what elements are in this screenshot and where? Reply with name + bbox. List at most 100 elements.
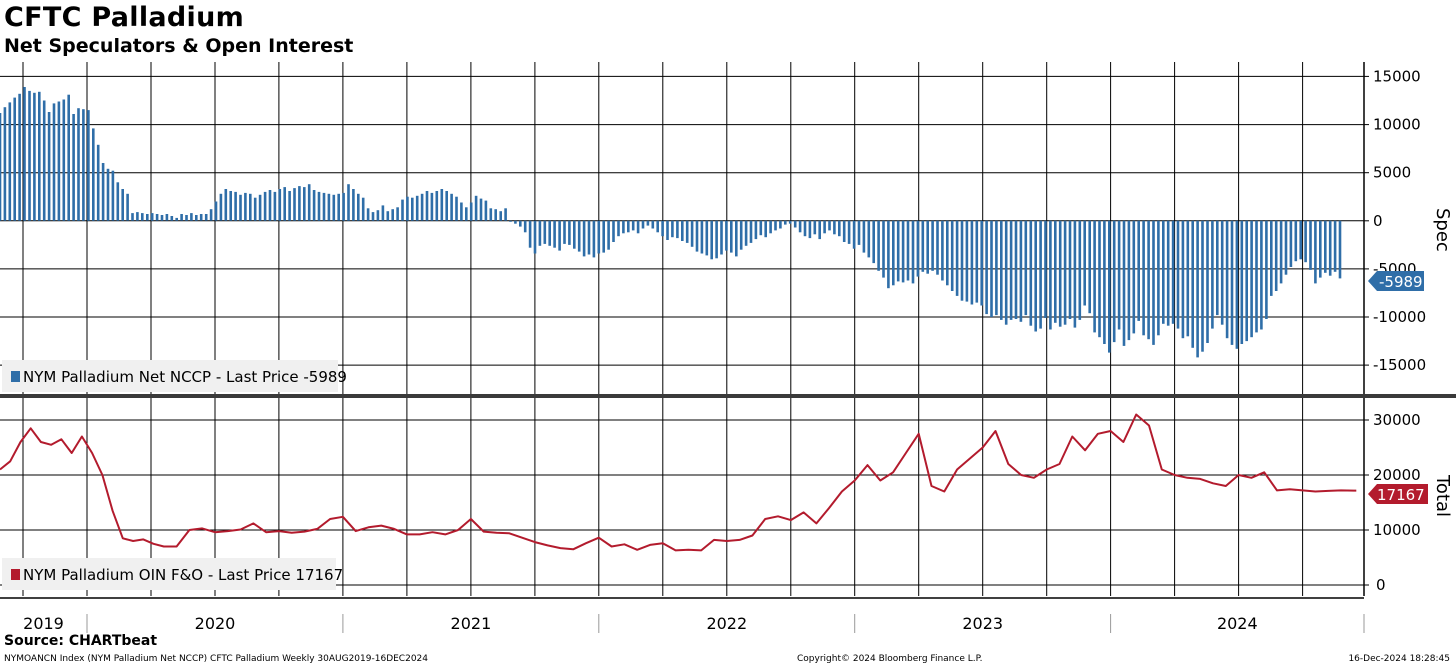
y-tick-label-bottom: 30000	[1373, 411, 1421, 429]
net-spec-bar	[322, 192, 326, 221]
net-spec-bar	[1289, 220, 1293, 267]
net-spec-bar	[960, 220, 964, 301]
last-price-badge-top-shape	[1368, 271, 1424, 291]
net-spec-bar	[1319, 220, 1322, 278]
net-spec-bar	[1299, 220, 1302, 260]
net-spec-bar	[244, 192, 247, 221]
net-spec-bar	[347, 184, 350, 221]
net-spec-bar	[788, 220, 792, 224]
net-spec-bar	[872, 220, 875, 264]
net-spec-bar	[1112, 220, 1116, 343]
net-spec-bar	[1284, 220, 1288, 275]
net-spec-bar	[18, 93, 21, 221]
net-spec-bar	[430, 192, 434, 221]
net-spec-bar	[1235, 220, 1239, 349]
net-spec-bar	[857, 220, 861, 245]
net-spec-bar	[1196, 220, 1199, 358]
net-spec-bar	[1029, 220, 1033, 326]
net-spec-bar	[887, 220, 890, 289]
chart-subtitle: Net Speculators & Open Interest	[4, 35, 354, 57]
net-spec-bar	[175, 217, 178, 221]
net-spec-bar	[420, 193, 424, 221]
x-year-label: 2024	[1217, 614, 1258, 633]
net-spec-bar	[1093, 220, 1096, 333]
legend-bottom-swatch	[11, 569, 20, 580]
net-spec-bar	[1270, 220, 1273, 296]
net-spec-bar	[1078, 220, 1082, 320]
legend-top-bg	[2, 360, 338, 392]
net-spec-bar	[126, 193, 129, 221]
net-spec-bar	[303, 187, 306, 221]
net-spec-bar	[1000, 220, 1003, 320]
net-spec-bar	[96, 144, 100, 221]
net-spec-bar	[784, 220, 787, 225]
net-spec-bar	[636, 220, 640, 234]
net-spec-bar	[366, 208, 370, 221]
net-spec-bar	[818, 220, 821, 240]
net-spec-bar	[597, 220, 601, 254]
net-spec-bar	[411, 197, 414, 221]
net-spec-bar	[199, 214, 203, 221]
net-spec-bar	[47, 112, 51, 221]
net-spec-bar	[229, 191, 232, 221]
net-spec-bar	[504, 208, 507, 221]
net-spec-bar	[980, 220, 983, 306]
x-year-labels: 2019 2020 2021 2022 2023 2024	[23, 614, 1365, 633]
footer-timestamp: 16-Dec-2024 18:28:45	[1348, 654, 1450, 664]
net-spec-bar	[970, 220, 974, 305]
net-spec-bar	[656, 220, 659, 233]
net-spec-bar	[813, 220, 817, 235]
net-spec-bar	[990, 220, 993, 317]
y-tick-label-top: -10000	[1373, 308, 1426, 326]
net-spec-bar	[1309, 220, 1312, 270]
net-spec-bar	[165, 214, 169, 221]
net-spec-bar	[725, 220, 728, 251]
net-spec-bar	[1201, 220, 1204, 352]
net-spec-bar	[1181, 220, 1185, 339]
net-spec-bar	[224, 189, 228, 221]
net-spec-bar	[519, 220, 522, 227]
net-spec-bar	[911, 220, 915, 284]
net-spec-bar	[1083, 220, 1086, 306]
net-spec-bar	[735, 220, 738, 257]
net-spec-bar	[1211, 220, 1214, 329]
net-spec-bar	[749, 220, 753, 243]
net-spec-bar	[1216, 220, 1219, 316]
net-spec-bar	[1279, 220, 1283, 284]
net-spec-bar	[523, 220, 527, 233]
y-tick-label-top: 15000	[1373, 67, 1421, 85]
net-spec-bar	[842, 220, 846, 242]
net-spec-bar	[852, 220, 856, 249]
net-spec-bar	[720, 220, 723, 255]
net-spec-bar	[1225, 220, 1229, 339]
net-spec-bar	[106, 168, 110, 221]
net-spec-bar	[1137, 220, 1140, 321]
net-spec-bar	[146, 214, 149, 221]
net-spec-bar	[357, 193, 360, 221]
net-spec-bar	[479, 198, 483, 221]
last-price-badge-top: -5989	[1368, 271, 1424, 291]
last-price-badge-bottom-shape	[1368, 484, 1428, 504]
net-spec-bar	[455, 196, 458, 221]
net-spec-bar	[150, 213, 154, 221]
net-spec-bar	[494, 209, 497, 221]
y-tick-label-bottom: 20000	[1373, 466, 1421, 484]
net-spec-bar	[489, 208, 493, 221]
net-spec-bar	[676, 220, 679, 239]
net-spec-bar	[1058, 220, 1062, 327]
net-spec-bar	[52, 103, 56, 221]
net-spec-bar	[469, 202, 473, 221]
net-spec-bar	[219, 193, 223, 221]
net-spec-bar	[543, 220, 547, 244]
net-spec-bar	[435, 191, 439, 221]
net-spec-bar	[155, 214, 159, 221]
footer-copyright: Copyright© 2024 Bloomberg Finance L.P.	[797, 654, 983, 664]
net-spec-bar	[838, 220, 841, 237]
net-spec-bar	[793, 220, 797, 228]
open-interest-line	[0, 413, 1357, 552]
net-spec-bar	[440, 189, 444, 221]
x-year-label: 2022	[706, 614, 747, 633]
net-spec-bar	[298, 186, 301, 221]
net-spec-bar	[533, 220, 537, 254]
net-spec-bar	[391, 209, 394, 221]
